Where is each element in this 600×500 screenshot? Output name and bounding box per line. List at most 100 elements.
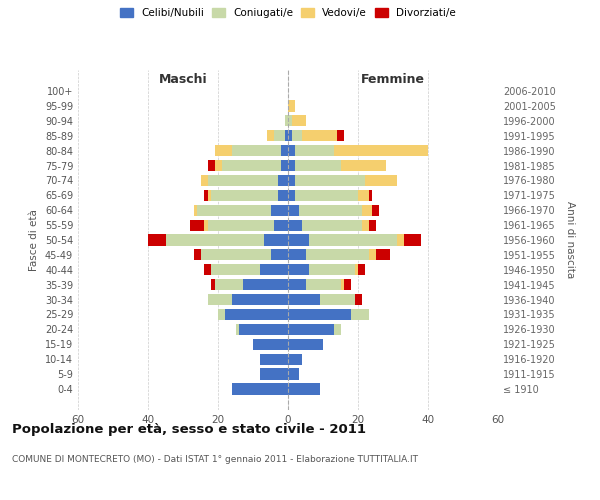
Bar: [305, 250, 368, 260]
Bar: [260, 368, 288, 380]
Bar: [288, 220, 302, 230]
Bar: [215, 145, 232, 156]
Bar: [190, 220, 204, 230]
Bar: [193, 204, 197, 216]
Bar: [358, 190, 368, 201]
Bar: [271, 250, 288, 260]
Bar: [302, 130, 337, 141]
Bar: [344, 279, 351, 290]
Bar: [211, 190, 277, 201]
Bar: [232, 384, 288, 394]
Text: Maschi: Maschi: [158, 72, 208, 86]
Bar: [361, 204, 372, 216]
Bar: [284, 115, 288, 126]
Bar: [361, 220, 368, 230]
Bar: [302, 220, 361, 230]
Bar: [368, 190, 372, 201]
Bar: [288, 354, 302, 365]
Bar: [295, 160, 341, 171]
Bar: [288, 175, 295, 186]
Bar: [334, 145, 428, 156]
Bar: [295, 190, 358, 201]
Y-axis label: Anni di nascita: Anni di nascita: [565, 202, 575, 278]
Bar: [358, 264, 365, 276]
Bar: [166, 234, 263, 246]
Bar: [208, 220, 274, 230]
Bar: [292, 130, 302, 141]
Bar: [292, 115, 305, 126]
Text: COMUNE DI MONTECRETO (MO) - Dati ISTAT 1° gennaio 2011 - Elaborazione TUTTITALIA: COMUNE DI MONTECRETO (MO) - Dati ISTAT 1…: [12, 455, 418, 464]
Y-axis label: Fasce di età: Fasce di età: [29, 209, 39, 271]
Bar: [288, 145, 295, 156]
Bar: [288, 294, 320, 305]
Bar: [239, 324, 288, 335]
Text: Popolazione per età, sesso e stato civile - 2011: Popolazione per età, sesso e stato civil…: [12, 422, 366, 436]
Bar: [232, 145, 281, 156]
Bar: [277, 190, 288, 201]
Bar: [288, 115, 292, 126]
Bar: [281, 160, 288, 171]
Bar: [271, 204, 288, 216]
Bar: [295, 175, 365, 186]
Bar: [288, 368, 299, 380]
Bar: [295, 145, 334, 156]
Bar: [225, 309, 288, 320]
Bar: [232, 294, 288, 305]
Bar: [263, 234, 288, 246]
Bar: [299, 204, 361, 216]
Bar: [235, 324, 239, 335]
Bar: [208, 294, 232, 305]
Bar: [341, 279, 344, 290]
Bar: [148, 234, 166, 246]
Bar: [253, 338, 288, 350]
Bar: [320, 294, 355, 305]
Bar: [211, 279, 215, 290]
Bar: [355, 264, 358, 276]
Bar: [397, 234, 404, 246]
Bar: [288, 324, 334, 335]
Bar: [215, 160, 221, 171]
Bar: [197, 204, 271, 216]
Bar: [284, 130, 288, 141]
Bar: [341, 160, 386, 171]
Bar: [260, 264, 288, 276]
Bar: [288, 100, 295, 112]
Bar: [309, 264, 355, 276]
Bar: [337, 130, 344, 141]
Bar: [281, 145, 288, 156]
Bar: [288, 190, 295, 201]
Bar: [372, 204, 379, 216]
Bar: [288, 264, 309, 276]
Bar: [288, 130, 292, 141]
Bar: [218, 309, 225, 320]
Bar: [204, 220, 208, 230]
Bar: [288, 384, 320, 394]
Bar: [211, 264, 260, 276]
Bar: [404, 234, 421, 246]
Bar: [376, 250, 389, 260]
Bar: [351, 309, 368, 320]
Bar: [288, 250, 305, 260]
Bar: [242, 279, 288, 290]
Bar: [208, 175, 277, 186]
Bar: [309, 234, 397, 246]
Bar: [277, 175, 288, 186]
Bar: [355, 294, 361, 305]
Bar: [215, 279, 242, 290]
Bar: [208, 190, 211, 201]
Bar: [267, 130, 274, 141]
Bar: [305, 279, 341, 290]
Text: Femmine: Femmine: [361, 72, 425, 86]
Bar: [288, 309, 351, 320]
Bar: [288, 338, 323, 350]
Bar: [288, 279, 305, 290]
Bar: [274, 220, 288, 230]
Legend: Celibi/Nubili, Coniugati/e, Vedovi/e, Divorziati/e: Celibi/Nubili, Coniugati/e, Vedovi/e, Di…: [120, 8, 456, 18]
Bar: [288, 204, 299, 216]
Bar: [200, 175, 208, 186]
Bar: [288, 160, 295, 171]
Bar: [368, 250, 376, 260]
Bar: [288, 234, 309, 246]
Bar: [221, 160, 281, 171]
Bar: [204, 190, 208, 201]
